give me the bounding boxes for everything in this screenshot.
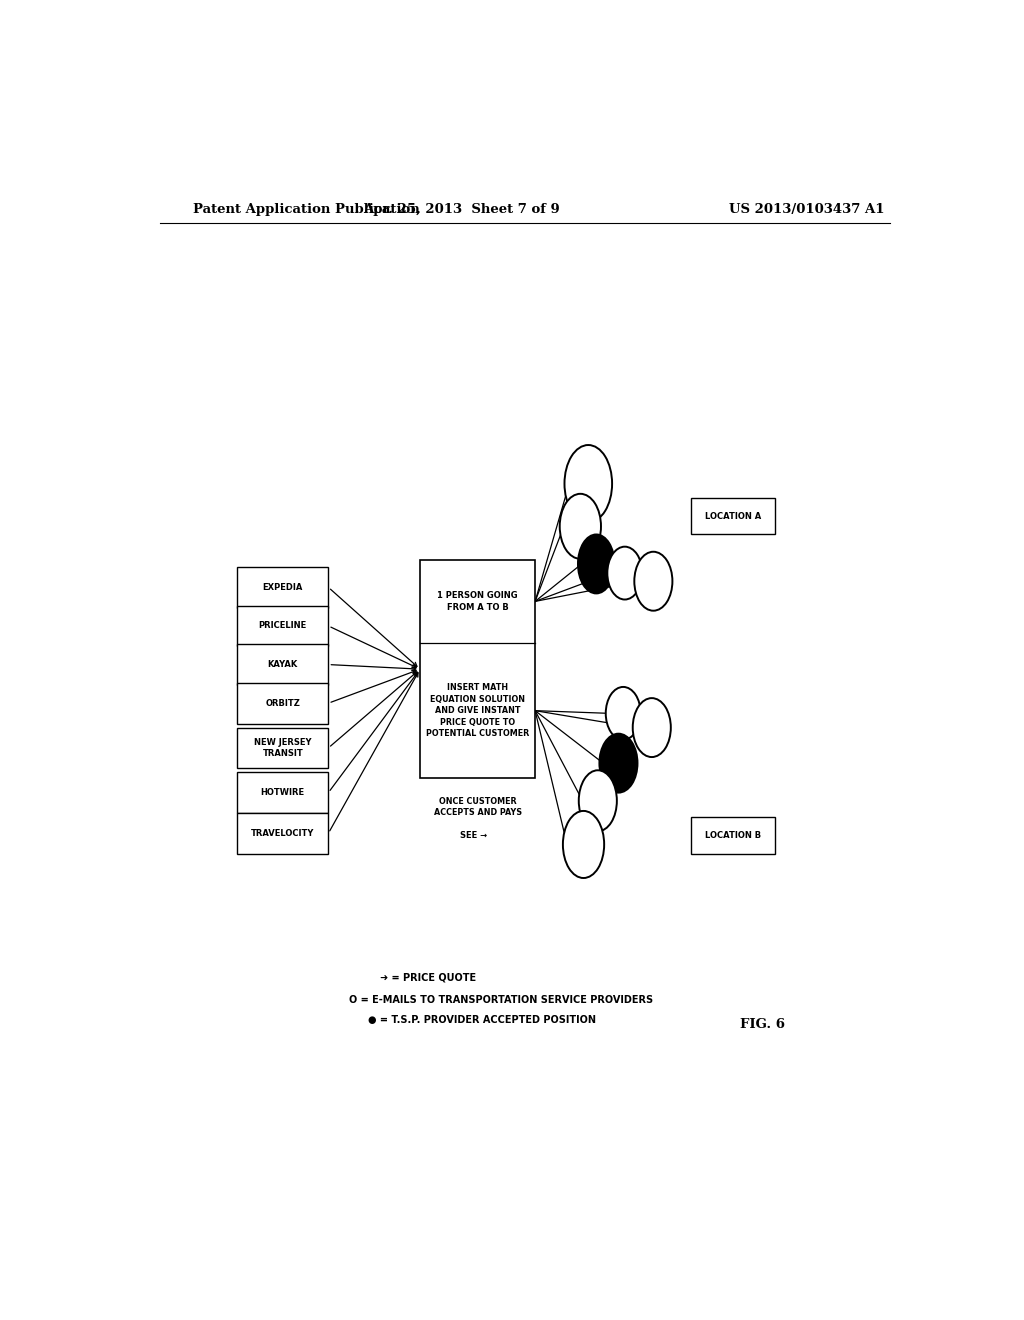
Text: ONCE CUSTOMER
ACCEPTS AND PAYS: ONCE CUSTOMER ACCEPTS AND PAYS xyxy=(433,797,521,817)
Text: LOCATION A: LOCATION A xyxy=(705,512,761,520)
FancyBboxPatch shape xyxy=(238,813,329,854)
Text: PRICELINE: PRICELINE xyxy=(259,622,307,631)
Ellipse shape xyxy=(578,535,614,594)
Ellipse shape xyxy=(599,734,638,792)
Ellipse shape xyxy=(607,546,642,599)
Ellipse shape xyxy=(606,686,641,739)
Text: INSERT MATH
EQUATION SOLUTION
AND GIVE INSTANT
PRICE QUOTE TO
POTENTIAL CUSTOMER: INSERT MATH EQUATION SOLUTION AND GIVE I… xyxy=(426,684,529,738)
Ellipse shape xyxy=(633,698,671,758)
FancyBboxPatch shape xyxy=(238,727,329,768)
FancyBboxPatch shape xyxy=(238,568,329,607)
FancyBboxPatch shape xyxy=(238,682,329,723)
Text: FIG. 6: FIG. 6 xyxy=(740,1018,785,1031)
Text: SEE →: SEE → xyxy=(460,832,487,841)
Text: 1 PERSON GOING
FROM A TO B: 1 PERSON GOING FROM A TO B xyxy=(437,591,518,611)
Text: TRAVELOCITY: TRAVELOCITY xyxy=(251,829,314,838)
Text: HOTWIRE: HOTWIRE xyxy=(261,788,305,797)
Ellipse shape xyxy=(563,810,604,878)
Text: Apr. 25, 2013  Sheet 7 of 9: Apr. 25, 2013 Sheet 7 of 9 xyxy=(362,203,560,215)
FancyBboxPatch shape xyxy=(691,817,775,854)
FancyBboxPatch shape xyxy=(238,606,329,647)
FancyBboxPatch shape xyxy=(420,560,536,779)
Text: ➜ = PRICE QUOTE: ➜ = PRICE QUOTE xyxy=(380,973,476,982)
FancyBboxPatch shape xyxy=(691,498,775,535)
Ellipse shape xyxy=(634,552,673,611)
Text: ● = T.S.P. PROVIDER ACCEPTED POSITION: ● = T.S.P. PROVIDER ACCEPTED POSITION xyxy=(369,1015,596,1026)
Text: EXPEDIA: EXPEDIA xyxy=(262,583,303,591)
Text: NEW JERSEY
TRANSIT: NEW JERSEY TRANSIT xyxy=(254,738,311,758)
Ellipse shape xyxy=(564,445,612,523)
Text: ORBITZ: ORBITZ xyxy=(265,698,300,708)
FancyBboxPatch shape xyxy=(238,644,329,685)
Text: O = E-MAILS TO TRANSPORTATION SERVICE PROVIDERS: O = E-MAILS TO TRANSPORTATION SERVICE PR… xyxy=(348,995,652,1005)
Text: LOCATION B: LOCATION B xyxy=(706,830,761,840)
Text: Patent Application Publication: Patent Application Publication xyxy=(194,203,420,215)
Ellipse shape xyxy=(579,771,616,832)
Text: US 2013/0103437 A1: US 2013/0103437 A1 xyxy=(729,203,885,215)
FancyBboxPatch shape xyxy=(238,772,329,813)
Text: KAYAK: KAYAK xyxy=(267,660,298,669)
Ellipse shape xyxy=(560,494,601,558)
